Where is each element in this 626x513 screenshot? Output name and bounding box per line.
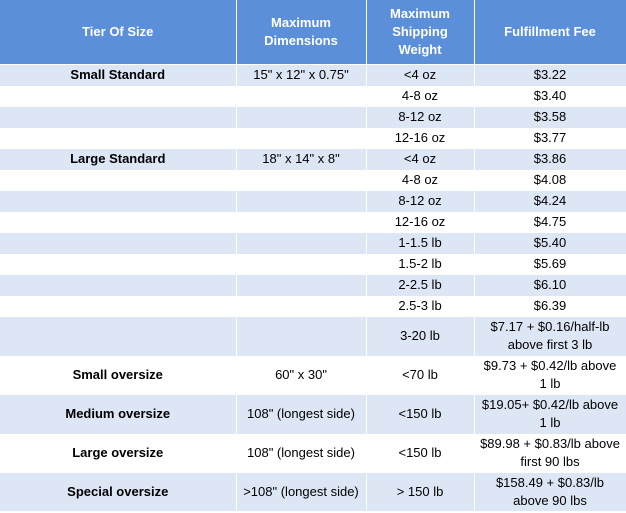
fee-cell: $6.39 <box>474 295 626 317</box>
table-row: 8-12 oz $3.58 <box>0 106 626 128</box>
table-row: 3-20 lb $7.17 + $0.16/half-lb above firs… <box>0 316 626 356</box>
fee-cell: $5.69 <box>474 253 626 275</box>
tier-cell <box>0 232 237 254</box>
fee-cell: $4.24 <box>474 190 626 212</box>
tier-cell: Large Standard <box>0 148 237 170</box>
tier-cell: Special oversize <box>0 472 237 511</box>
table-row: 2-2.5 lb $6.10 <box>0 274 626 296</box>
weight-cell: <150 lb <box>366 433 475 473</box>
fee-cell: $3.22 <box>474 64 626 86</box>
table-row: Small Standard 15" x 12" x 0.75" <4 oz $… <box>0 64 626 86</box>
weight-cell: <4 oz <box>366 64 475 86</box>
weight-cell: 8-12 oz <box>366 106 475 128</box>
dimensions-cell <box>236 295 367 317</box>
fee-cell: $19.05+ $0.42/lb above 1 lb <box>474 394 626 434</box>
table-row: 1.5-2 lb $5.69 <box>0 253 626 275</box>
tier-cell: Medium oversize <box>0 394 237 434</box>
weight-cell: 3-20 lb <box>366 316 475 356</box>
weight-cell: 2.5-3 lb <box>366 295 475 317</box>
weight-cell: <70 lb <box>366 355 475 395</box>
table-row: 4-8 oz $4.08 <box>0 169 626 191</box>
dimensions-cell <box>236 232 367 254</box>
table-row: Large oversize 108" (longest side) <150 … <box>0 433 626 473</box>
fee-cell: $158.49 + $0.83/lb above 90 lbs <box>474 472 626 511</box>
table-row: 12-16 oz $4.75 <box>0 211 626 233</box>
tier-cell <box>0 274 237 296</box>
dimensions-cell <box>236 106 367 128</box>
weight-cell: 4-8 oz <box>366 169 475 191</box>
tier-cell <box>0 316 237 356</box>
dimensions-cell <box>236 169 367 191</box>
header-weight: Maximum Shipping Weight <box>366 0 475 65</box>
header-dimensions: Maximum Dimensions <box>236 0 367 65</box>
weight-cell: <150 lb <box>366 394 475 434</box>
header-tier: Tier Of Size <box>0 0 237 65</box>
tier-cell <box>0 190 237 212</box>
dimensions-cell <box>236 127 367 149</box>
weight-cell: 2-2.5 lb <box>366 274 475 296</box>
weight-cell: 1-1.5 lb <box>366 232 475 254</box>
fee-cell: $4.75 <box>474 211 626 233</box>
table-row: Small oversize 60" x 30" <70 lb $9.73 + … <box>0 355 626 395</box>
dimensions-cell <box>236 253 367 275</box>
fee-cell: $7.17 + $0.16/half-lb above first 3 lb <box>474 316 626 356</box>
fee-cell: $3.77 <box>474 127 626 149</box>
table-row: 1-1.5 lb $5.40 <box>0 232 626 254</box>
dimensions-cell: 15" x 12" x 0.75" <box>236 64 367 86</box>
tier-cell <box>0 211 237 233</box>
dimensions-cell: >108" (longest side) <box>236 472 367 511</box>
dimensions-cell <box>236 316 367 356</box>
dimensions-cell: 60" x 30" <box>236 355 367 395</box>
fee-cell: $9.73 + $0.42/lb above 1 lb <box>474 355 626 395</box>
header-fee: Fulfillment Fee <box>474 0 626 65</box>
tier-cell: Large oversize <box>0 433 237 473</box>
table-row: 4-8 oz $3.40 <box>0 85 626 107</box>
weight-cell: 12-16 oz <box>366 127 475 149</box>
fee-cell: $3.40 <box>474 85 626 107</box>
fee-cell: $89.98 + $0.83/lb above first 90 lbs <box>474 433 626 473</box>
dimensions-cell <box>236 85 367 107</box>
dimensions-cell: 108" (longest side) <box>236 394 367 434</box>
table-row: 2.5-3 lb $6.39 <box>0 295 626 317</box>
fee-cell: $6.10 <box>474 274 626 296</box>
table-row: Medium oversize 108" (longest side) <150… <box>0 394 626 434</box>
tier-cell <box>0 85 237 107</box>
tier-cell <box>0 169 237 191</box>
tier-cell <box>0 106 237 128</box>
weight-cell: <4 oz <box>366 148 475 170</box>
weight-cell: 8-12 oz <box>366 190 475 212</box>
tier-cell: Small oversize <box>0 355 237 395</box>
weight-cell: 4-8 oz <box>366 85 475 107</box>
header-row: Tier Of Size Maximum Dimensions Maximum … <box>0 0 626 65</box>
fee-cell: $3.58 <box>474 106 626 128</box>
dimensions-cell: 18" x 14" x 8" <box>236 148 367 170</box>
dimensions-cell: 108" (longest side) <box>236 433 367 473</box>
tier-cell: Small Standard <box>0 64 237 86</box>
fee-cell: $3.86 <box>474 148 626 170</box>
weight-cell: 1.5-2 lb <box>366 253 475 275</box>
dimensions-cell <box>236 274 367 296</box>
table-row: Large Standard 18" x 14" x 8" <4 oz $3.8… <box>0 148 626 170</box>
tier-cell <box>0 253 237 275</box>
dimensions-cell <box>236 211 367 233</box>
fee-cell: $4.08 <box>474 169 626 191</box>
weight-cell: > 150 lb <box>366 472 475 511</box>
weight-cell: 12-16 oz <box>366 211 475 233</box>
table-row: Special oversize >108" (longest side) > … <box>0 472 626 511</box>
dimensions-cell <box>236 190 367 212</box>
tier-cell <box>0 127 237 149</box>
table-row: 8-12 oz $4.24 <box>0 190 626 212</box>
tier-cell <box>0 295 237 317</box>
fee-cell: $5.40 <box>474 232 626 254</box>
table-row: 12-16 oz $3.77 <box>0 127 626 149</box>
